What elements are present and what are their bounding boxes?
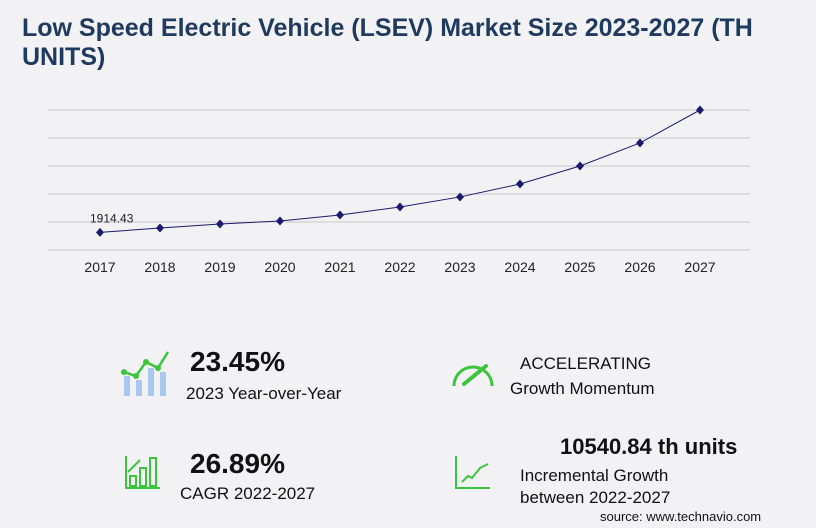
data-point bbox=[156, 223, 164, 233]
data-point bbox=[396, 202, 404, 212]
data-label: 1914.43 bbox=[90, 211, 134, 225]
source-text: source: www.technavio.com bbox=[600, 509, 762, 524]
series-line bbox=[99, 109, 701, 233]
data-point bbox=[276, 216, 284, 226]
yoy-label: 2023 Year-over-Year bbox=[186, 384, 342, 403]
incremental-value: 10540.84 th units bbox=[560, 434, 738, 459]
data-point bbox=[696, 105, 704, 115]
data-point bbox=[636, 138, 644, 148]
x-tick-label: 2023 bbox=[444, 259, 475, 275]
data-point bbox=[516, 179, 524, 189]
bar-chart-icon bbox=[124, 454, 162, 497]
incremental-label-period: between 2022-2027 bbox=[520, 488, 671, 507]
x-tick-label: 2018 bbox=[144, 259, 175, 275]
x-tick-label: 2021 bbox=[324, 259, 355, 275]
data-point bbox=[336, 210, 344, 220]
x-tick-label: 2027 bbox=[684, 259, 715, 275]
x-tick-label: 2024 bbox=[504, 259, 535, 275]
data-point bbox=[576, 161, 584, 171]
yoy-value: 23.45% bbox=[190, 346, 285, 377]
data-point bbox=[96, 227, 104, 237]
x-tick-label: 2019 bbox=[204, 259, 235, 275]
momentum-label: Growth Momentum bbox=[510, 379, 655, 398]
growth-chart-icon bbox=[120, 350, 170, 403]
speedometer-icon bbox=[450, 358, 496, 393]
cagr-value: 26.89% bbox=[190, 448, 285, 479]
momentum-value: ACCELERATING bbox=[520, 354, 651, 373]
x-tick-label: 2020 bbox=[264, 259, 295, 275]
incremental-label: Incremental Growth bbox=[520, 466, 669, 485]
x-tick-label: 2026 bbox=[624, 259, 655, 275]
trend-up-icon bbox=[454, 454, 492, 495]
data-point bbox=[216, 219, 224, 229]
line-chart: 2017 2018 2019 2020 2021 2022 2023 2024 2025 2026… bbox=[48, 105, 750, 275]
cagr-label: CAGR 2022-2027 bbox=[180, 484, 316, 503]
data-point bbox=[456, 192, 464, 202]
x-tick-label: 2022 bbox=[384, 259, 415, 275]
x-tick-label: 2025 bbox=[564, 259, 595, 275]
x-tick-label: 2017 bbox=[84, 259, 115, 275]
chart-title: Low Speed Electric Vehicle (LSEV) Market… bbox=[22, 14, 753, 71]
